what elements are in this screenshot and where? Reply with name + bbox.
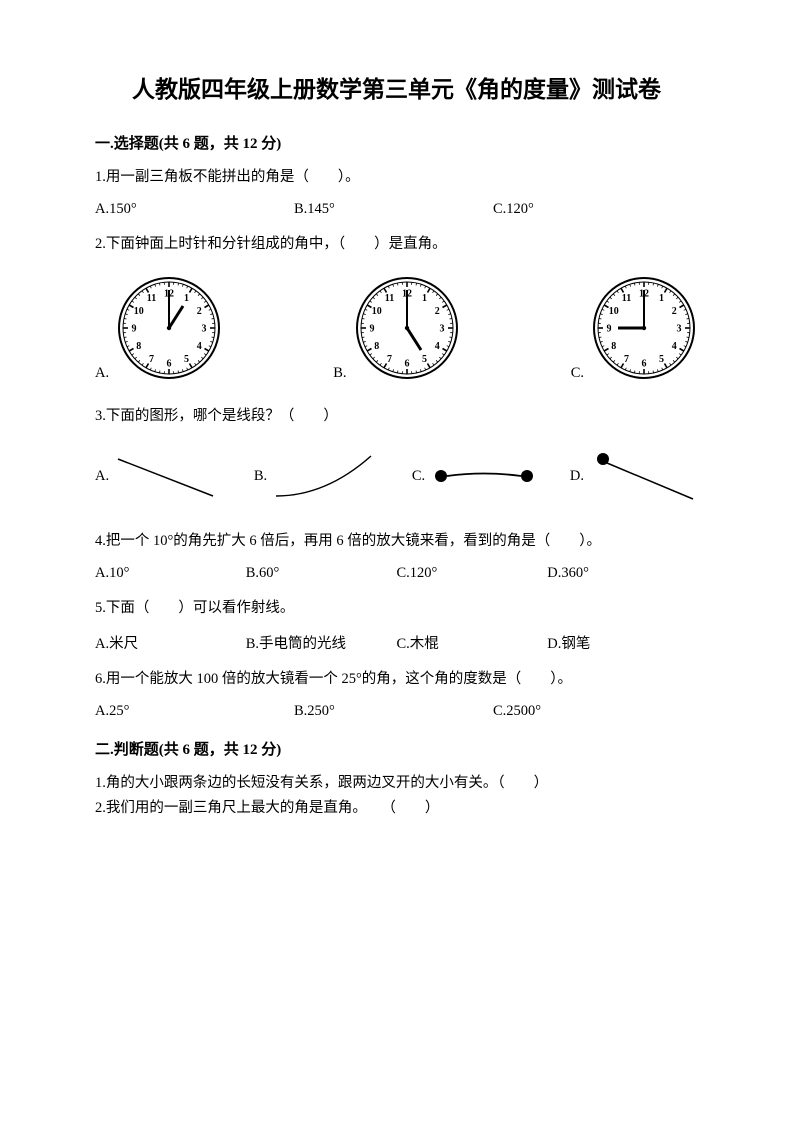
q2-clocks-row: A. 123456789101112 B. 123456789101112 (95, 274, 698, 382)
svg-text:10: 10 (134, 306, 144, 317)
q1-text: 1.用一副三角板不能拼出的角是（ ）。 (95, 167, 698, 189)
line-figure-a (113, 451, 223, 501)
q1-opt-a[interactable]: A.150° (95, 201, 294, 218)
svg-text:11: 11 (622, 293, 631, 304)
q6-options: A.25° B.250° C.2500° (95, 703, 698, 720)
q4-opt-b[interactable]: B.60° (246, 565, 397, 582)
svg-text:4: 4 (197, 341, 202, 352)
svg-text:3: 3 (439, 323, 444, 334)
q3-label-a: A. (95, 468, 109, 485)
q1-opt-c[interactable]: C.120° (493, 201, 692, 218)
q2-opt-c[interactable]: C. 123456789101112 (571, 274, 698, 382)
q2-text: 2.下面钟面上时针和分针组成的角中，（ ）是直角。 (95, 234, 698, 256)
q5-options: A.米尺 B.手电筒的光线 C.木棍 D.钢笔 (95, 632, 698, 653)
q4-opt-c[interactable]: C.120° (397, 565, 548, 582)
q2-opt-b[interactable]: B. 123456789101112 (333, 274, 460, 382)
q5-opt-c[interactable]: C.木棍 (397, 632, 548, 653)
page-title: 人教版四年级上册数学第三单元《角的度量》测试卷 (95, 70, 698, 104)
q5-text: 5.下面（ ）可以看作射线。 (95, 598, 698, 620)
svg-text:11: 11 (147, 293, 156, 304)
svg-text:4: 4 (672, 341, 677, 352)
q6-opt-a[interactable]: A.25° (95, 703, 294, 720)
svg-text:6: 6 (167, 358, 172, 369)
svg-text:3: 3 (676, 323, 681, 334)
page: 人教版四年级上册数学第三单元《角的度量》测试卷 一.选择题(共 6 题，共 12… (0, 0, 793, 1122)
q2-label-a: A. (95, 365, 109, 382)
q3-label-d: D. (570, 468, 584, 485)
q6-text: 6.用一个能放大 100 倍的放大镜看一个 25°的角，这个角的度数是（ ）。 (95, 669, 698, 691)
svg-text:6: 6 (404, 358, 409, 369)
line-figure-d (588, 451, 698, 501)
svg-text:9: 9 (606, 323, 611, 334)
q3-text: 3.下面的图形，哪个是线段？（ ） (95, 406, 698, 428)
q4-opt-a[interactable]: A.10° (95, 565, 246, 582)
q3-opt-a[interactable]: A. (95, 451, 223, 501)
q1-opt-b[interactable]: B.145° (294, 201, 493, 218)
q3-figures-row: A. B. C. D. (95, 451, 698, 501)
svg-text:9: 9 (369, 323, 374, 334)
section2-header: 二.判断题(共 6 题，共 12 分) (95, 738, 698, 759)
svg-text:1: 1 (184, 293, 189, 304)
svg-text:5: 5 (659, 353, 664, 364)
q4-opt-d[interactable]: D.360° (547, 565, 698, 582)
q5-opt-d[interactable]: D.钢笔 (547, 632, 698, 653)
svg-text:7: 7 (624, 353, 629, 364)
q2-opt-a[interactable]: A. 123456789101112 (95, 274, 223, 382)
q4-text: 4.把一个 10°的角先扩大 6 倍后，再用 6 倍的放大镜来看，看到的角是（ … (95, 531, 698, 553)
s2-q1: 1.角的大小跟两条边的长短没有关系，跟两边叉开的大小有关。（ ） (95, 773, 698, 795)
q5-opt-b[interactable]: B.手电筒的光线 (246, 632, 397, 653)
svg-text:11: 11 (384, 293, 393, 304)
q3-label-c: C. (412, 468, 425, 485)
q3-opt-b[interactable]: B. (254, 451, 381, 501)
svg-text:5: 5 (422, 353, 427, 364)
svg-text:8: 8 (374, 341, 379, 352)
q1-options: A.150° B.145° C.120° (95, 201, 698, 218)
svg-text:2: 2 (434, 306, 439, 317)
q2-label-c: C. (571, 365, 584, 382)
line-figure-b (271, 451, 381, 501)
q4-options: A.10° B.60° C.120° D.360° (95, 565, 698, 582)
line-figure-c (429, 451, 539, 501)
clock-icon-b: 123456789101112 (353, 274, 461, 382)
svg-text:2: 2 (672, 306, 677, 317)
q3-opt-d[interactable]: D. (570, 451, 698, 501)
svg-text:7: 7 (387, 353, 392, 364)
svg-text:6: 6 (641, 358, 646, 369)
svg-text:8: 8 (611, 341, 616, 352)
section1-header: 一.选择题(共 6 题，共 12 分) (95, 132, 698, 153)
svg-text:5: 5 (184, 353, 189, 364)
q3-opt-c[interactable]: C. (412, 451, 539, 501)
svg-text:3: 3 (202, 323, 207, 334)
q6-opt-b[interactable]: B.250° (294, 703, 493, 720)
q6-opt-c[interactable]: C.2500° (493, 703, 692, 720)
clock-icon-c: 123456789101112 (590, 274, 698, 382)
q3-label-b: B. (254, 468, 267, 485)
svg-text:7: 7 (149, 353, 154, 364)
svg-text:10: 10 (609, 306, 619, 317)
svg-text:2: 2 (197, 306, 202, 317)
s2-q2: 2.我们用的一副三角尺上最大的角是直角。 （ ） (95, 798, 698, 820)
q2-label-b: B. (333, 365, 346, 382)
svg-text:10: 10 (371, 306, 381, 317)
clock-icon-a: 123456789101112 (115, 274, 223, 382)
svg-text:9: 9 (132, 323, 137, 334)
svg-text:1: 1 (422, 293, 427, 304)
svg-text:4: 4 (434, 341, 439, 352)
svg-text:1: 1 (659, 293, 664, 304)
svg-text:8: 8 (136, 341, 141, 352)
q5-opt-a[interactable]: A.米尺 (95, 632, 246, 653)
